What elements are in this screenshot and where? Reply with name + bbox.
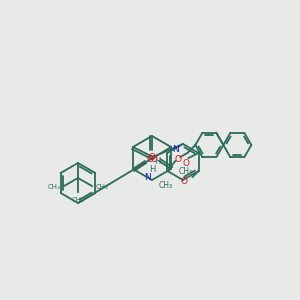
Text: O: O — [146, 154, 153, 164]
Text: N: N — [172, 145, 179, 154]
Text: H: H — [154, 158, 160, 166]
Text: O: O — [175, 154, 182, 164]
Text: CH₃: CH₃ — [47, 184, 60, 190]
Text: CH₃: CH₃ — [178, 167, 193, 176]
Text: CH₃: CH₃ — [72, 197, 84, 203]
Text: O: O — [180, 176, 187, 185]
Text: CH₃: CH₃ — [96, 184, 109, 190]
Text: O: O — [148, 152, 155, 161]
Text: N: N — [144, 173, 151, 182]
Text: CH₃: CH₃ — [158, 181, 172, 190]
Text: H: H — [149, 165, 155, 174]
Text: O: O — [182, 158, 189, 167]
Text: O: O — [151, 154, 158, 164]
